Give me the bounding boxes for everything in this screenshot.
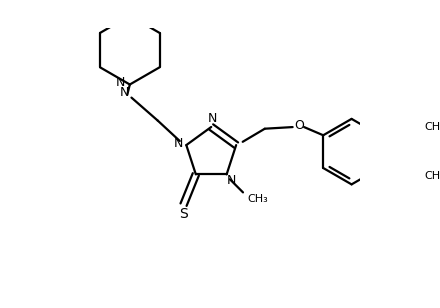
Text: N: N xyxy=(173,137,183,150)
Text: N: N xyxy=(115,76,125,89)
Text: N: N xyxy=(120,86,130,99)
Text: N: N xyxy=(227,174,236,188)
Text: CH₃: CH₃ xyxy=(247,194,268,204)
Text: CH₃: CH₃ xyxy=(424,122,440,132)
Text: O: O xyxy=(294,119,304,132)
Text: S: S xyxy=(179,208,188,221)
Text: CH₃: CH₃ xyxy=(424,171,440,181)
Text: N: N xyxy=(208,112,217,125)
